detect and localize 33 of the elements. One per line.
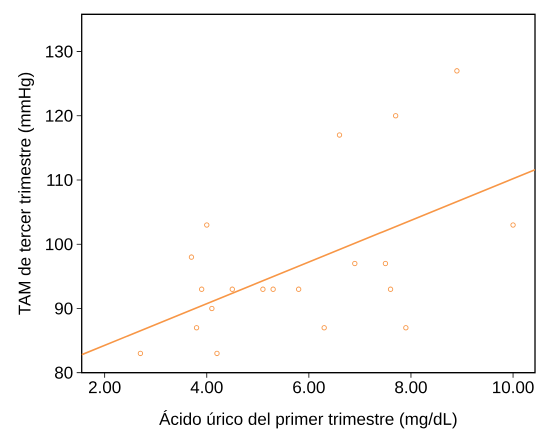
point	[194, 325, 200, 330]
point	[392, 113, 398, 118]
y-tick-label: 80	[55, 366, 73, 379]
point	[454, 68, 460, 74]
y-tick-label: 90	[55, 302, 73, 314]
point	[188, 254, 194, 260]
point	[510, 222, 516, 228]
x-tick-label: 8.00	[395, 381, 427, 394]
point	[138, 350, 144, 356]
point	[352, 260, 358, 266]
point	[403, 325, 409, 330]
y-axis-title: TAM de tercer trimestre (mmHg)	[18, 72, 34, 315]
y-tick-label: 100	[46, 238, 73, 250]
point	[230, 286, 235, 292]
point	[336, 132, 342, 138]
y-tick-label: 130	[46, 46, 73, 58]
point	[199, 286, 204, 292]
y-tick-label: 120	[46, 110, 73, 122]
point	[296, 286, 302, 292]
x-tick-label: 4.00	[190, 381, 223, 394]
point	[270, 286, 276, 292]
point	[382, 260, 388, 266]
point	[204, 222, 210, 228]
x-tick-label: 2.00	[88, 381, 121, 394]
x-axis-title: Ácido úrico del primer trimestre (mg/dL)	[159, 410, 457, 428]
point	[209, 306, 215, 312]
point	[322, 325, 327, 330]
y-tick-label: 110	[47, 174, 73, 186]
point	[388, 286, 394, 292]
x-tick-label: 6.00	[293, 381, 325, 394]
x-tick-label: 10.00	[493, 381, 534, 394]
point	[260, 286, 266, 292]
point	[214, 350, 220, 356]
